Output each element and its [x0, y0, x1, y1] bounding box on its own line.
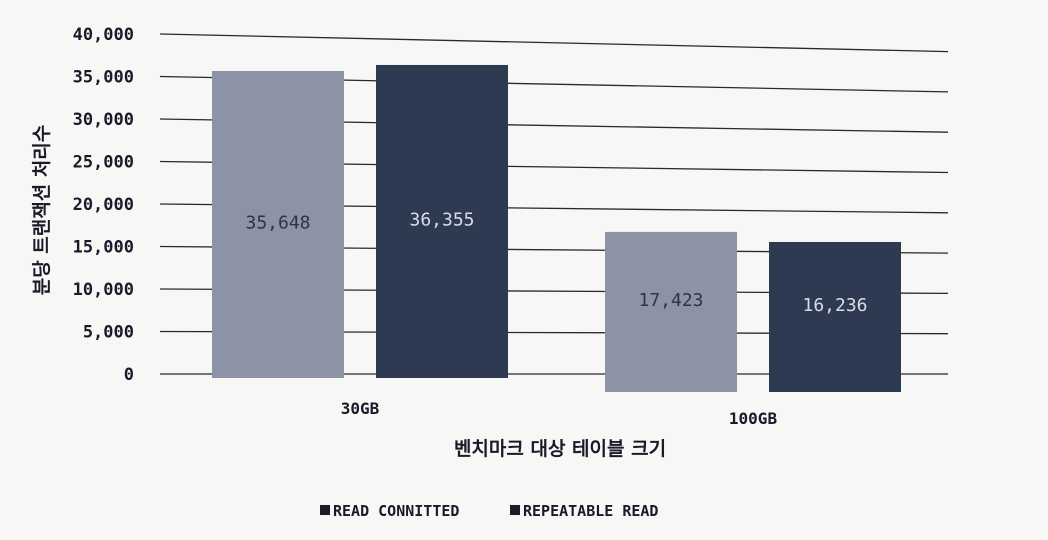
bar-data-label: 16,236	[802, 295, 867, 316]
y-tick-label: 20,000	[73, 195, 134, 215]
legend-swatch	[320, 505, 330, 515]
y-axis-ticks: 0 5,000 10,000 15,000 20,000 25,000 30,000 35,0…	[73, 25, 134, 385]
bar-data-label: 35,648	[245, 212, 310, 233]
legend-swatch	[510, 505, 520, 515]
legend-label: REPEATABLE READ	[523, 502, 658, 520]
bar	[376, 64, 508, 379]
bar-data-label: 36,355	[409, 209, 474, 230]
y-tick-label: 0	[124, 365, 134, 385]
x-tick-label: 30GB	[341, 399, 380, 418]
data-labels: 35,648 36,355 17,423 16,236	[245, 209, 867, 316]
y-tick-label: 25,000	[73, 153, 134, 173]
x-tick-label: 100GB	[729, 409, 778, 428]
x-axis-title: 벤치마크 대상 테이블 크기	[454, 438, 666, 460]
gridline	[159, 33, 949, 53]
y-tick-label: 15,000	[73, 238, 134, 258]
y-tick-label: 30,000	[73, 110, 134, 130]
y-tick-label: 40,000	[73, 25, 134, 45]
bar	[212, 70, 344, 378]
legend: READ CONNITTED REPEATABLE READ	[320, 502, 658, 520]
x-axis-ticks: 30GB 100GB	[341, 399, 778, 428]
legend-label: READ CONNITTED	[333, 502, 459, 520]
legend-item: REPEATABLE READ	[510, 502, 658, 520]
y-tick-label: 5,000	[83, 323, 134, 343]
y-axis-title: 분당 트랜잭션 처리수	[31, 125, 53, 296]
legend-item: READ CONNITTED	[320, 502, 459, 520]
bars	[212, 64, 901, 392]
y-tick-label: 35,000	[73, 68, 134, 88]
bar	[769, 241, 901, 392]
y-tick-label: 10,000	[73, 280, 134, 300]
bar-data-label: 17,423	[638, 290, 703, 311]
bar	[605, 231, 737, 392]
